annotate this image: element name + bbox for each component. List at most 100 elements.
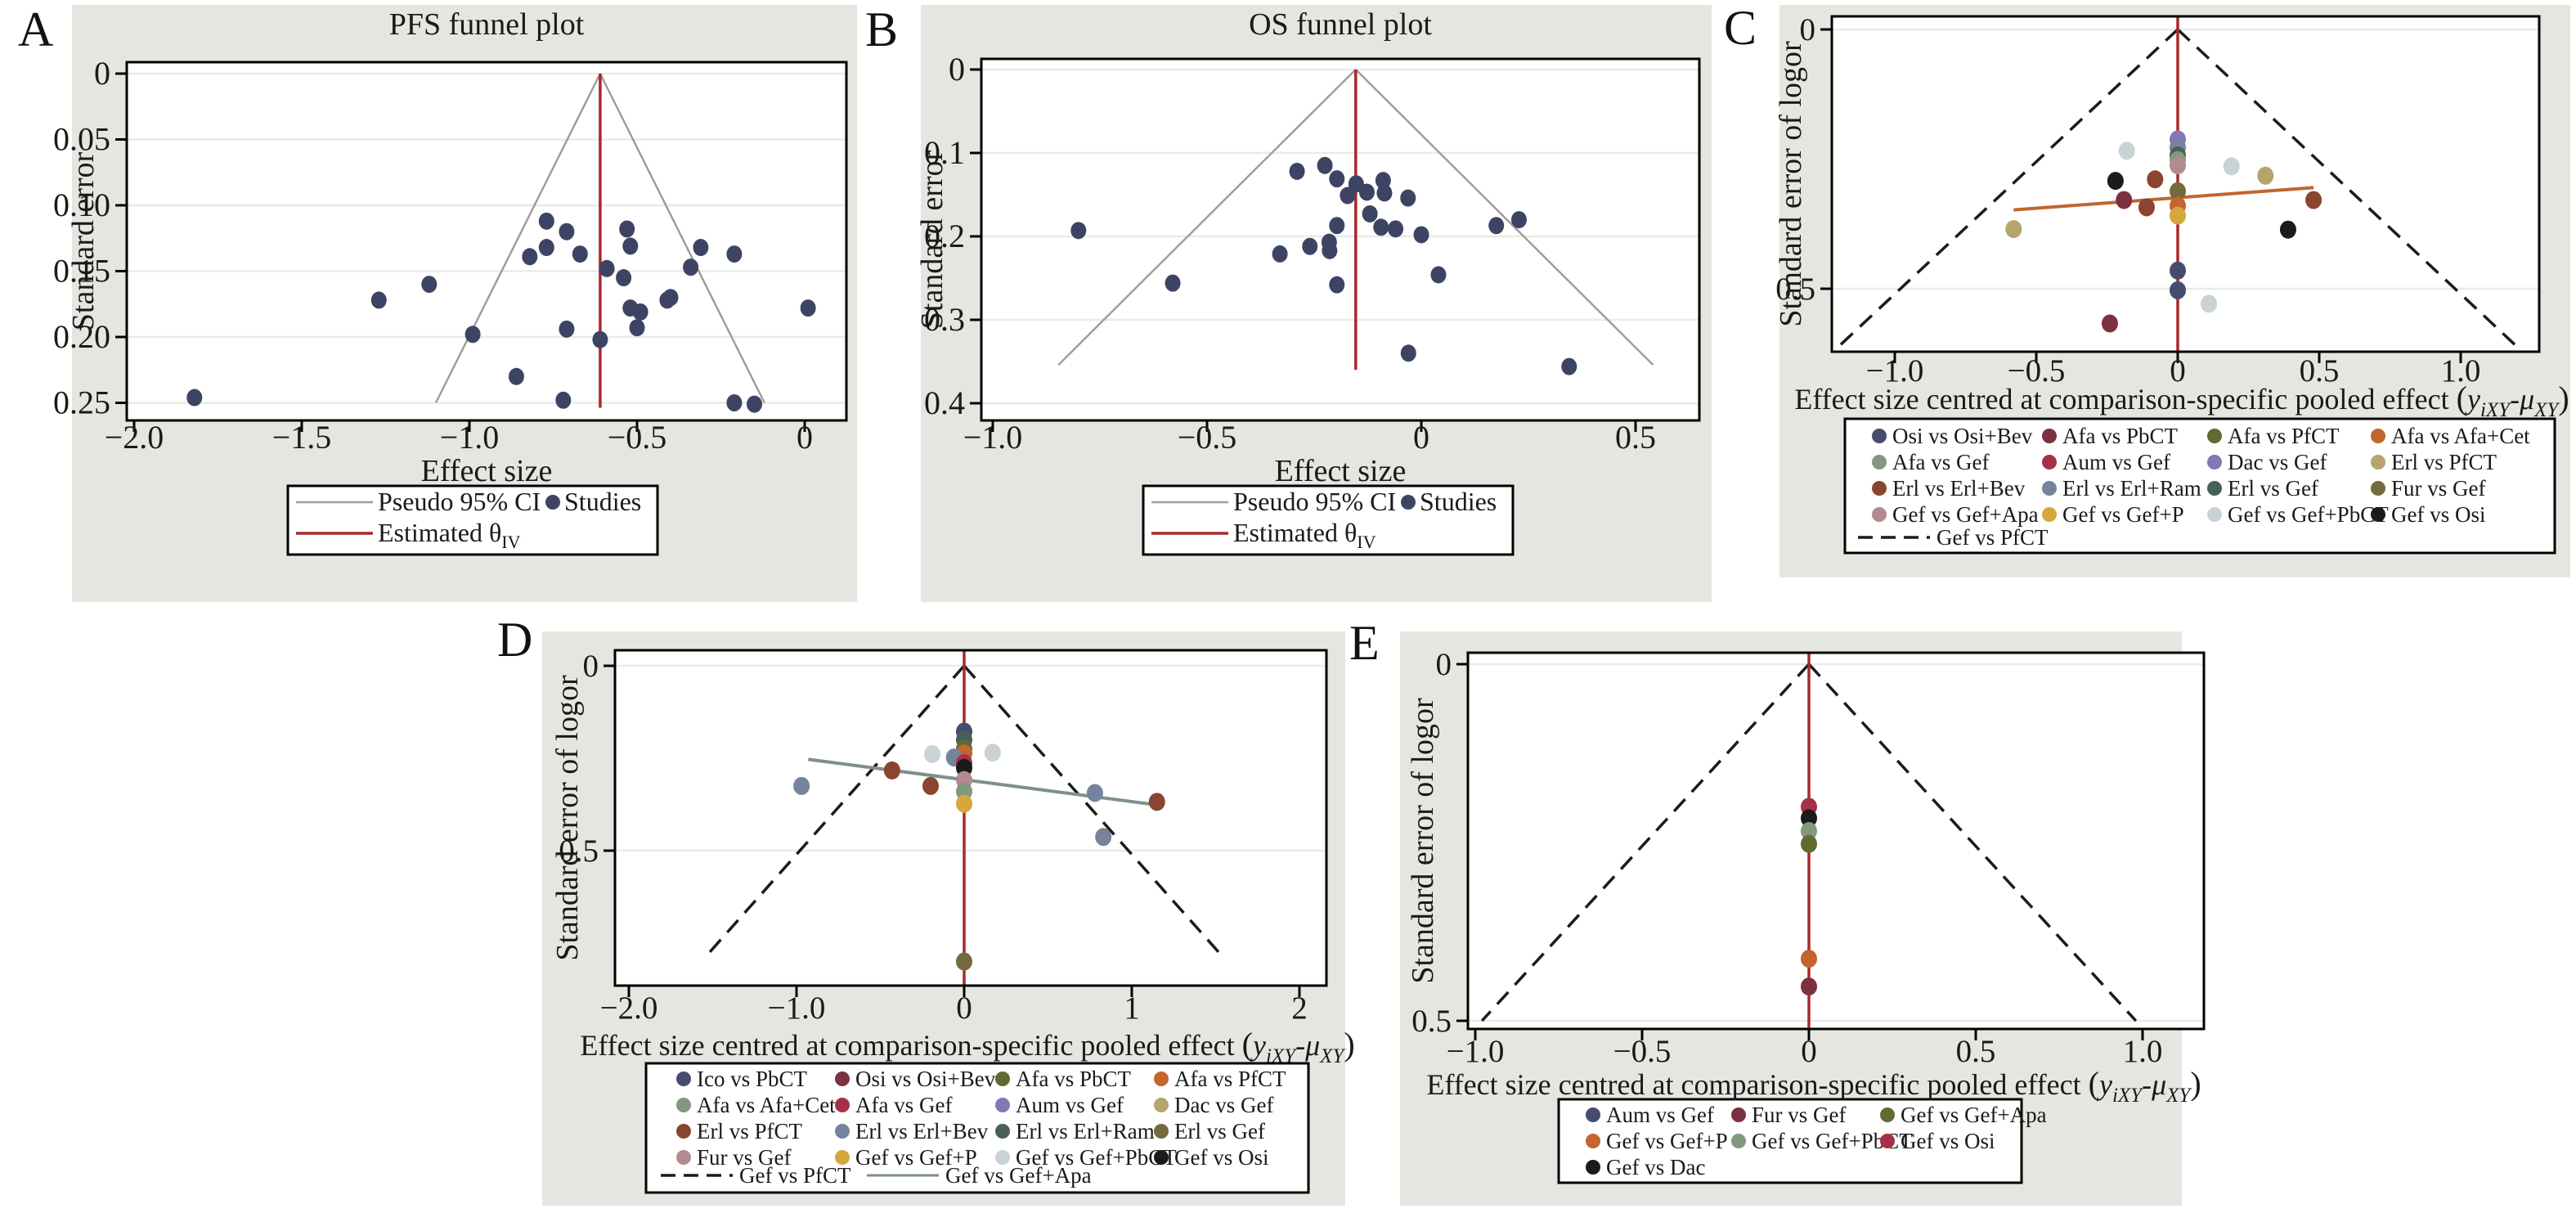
data-point bbox=[616, 269, 632, 287]
data-point bbox=[1510, 211, 1527, 229]
legend-dot bbox=[676, 1071, 691, 1086]
y-tick-label: 0.10 bbox=[53, 186, 110, 223]
x-axis-label: Effect size bbox=[421, 454, 553, 488]
legend-estimate-label: Estimated θIV bbox=[1233, 518, 1376, 552]
legend-dot bbox=[1586, 1160, 1600, 1175]
data-point bbox=[1340, 186, 1356, 204]
legend-item-label: Gef vs Gef+Apa bbox=[1892, 502, 2039, 527]
plot-area bbox=[981, 59, 1699, 420]
x-tick-label: −1.0 bbox=[1447, 1034, 1505, 1069]
x-tick-label: −0.5 bbox=[1178, 419, 1237, 456]
data-point bbox=[559, 320, 575, 338]
legend-studies-dot bbox=[545, 495, 560, 510]
data-point bbox=[693, 239, 709, 257]
data-point bbox=[2170, 182, 2186, 200]
y-tick-label: 0.5 bbox=[1775, 272, 1815, 307]
legend-dot bbox=[2371, 481, 2385, 496]
legend-item-label: Ico vs PbCT bbox=[697, 1067, 808, 1091]
legend-item-label: Gef vs PfCT bbox=[739, 1163, 851, 1188]
x-axis-label: Effect size centred at comparison-specif… bbox=[580, 1026, 1354, 1067]
data-point bbox=[747, 395, 762, 413]
legend-item-label: Afa vs PbCT bbox=[1016, 1067, 1132, 1091]
y-tick-label: 0.2 bbox=[924, 218, 965, 254]
regression-line bbox=[2013, 186, 2314, 212]
legend-dot bbox=[1154, 1098, 1169, 1112]
data-point bbox=[2201, 294, 2218, 313]
x-tick-label: 1.0 bbox=[2123, 1034, 2163, 1069]
data-point bbox=[956, 952, 972, 971]
data-point bbox=[555, 391, 572, 409]
legend-item-label: Afa vs PbCT bbox=[2062, 424, 2179, 448]
pseudo-ci-funnel-line bbox=[1480, 663, 1811, 1022]
legend-item-label: Fur vs Gef bbox=[1752, 1103, 1847, 1127]
legend-item-label: Erl vs Erl+Bev bbox=[1892, 476, 2026, 501]
y-tick-label: 0.15 bbox=[53, 253, 110, 290]
data-point bbox=[956, 794, 972, 813]
data-point bbox=[186, 389, 203, 407]
legend-dot bbox=[1731, 1134, 1746, 1148]
y-tick-label: 0.05 bbox=[53, 121, 110, 158]
data-point bbox=[1302, 237, 1318, 255]
legend-item-label: Afa vs Afa+Cet bbox=[697, 1093, 836, 1117]
y-tick-label: 0 bbox=[1436, 647, 1452, 682]
legend-dot bbox=[1872, 507, 1887, 522]
legend-dot bbox=[995, 1150, 1010, 1165]
pseudo-ci-funnel-line bbox=[707, 664, 966, 955]
plot-frame bbox=[125, 61, 848, 422]
data-point bbox=[2107, 172, 2124, 191]
legend-item-label: Gef vs Gef+Apa bbox=[945, 1163, 1092, 1188]
legend-dot bbox=[1872, 429, 1887, 443]
data-point bbox=[370, 291, 387, 309]
data-point bbox=[1488, 217, 1505, 235]
x-tick-label: 0.5 bbox=[1615, 419, 1656, 456]
legend-item-label: Afa vs Gef bbox=[855, 1093, 952, 1117]
data-point bbox=[1801, 977, 1817, 996]
legend-item-label: Dac vs Gef bbox=[2228, 450, 2327, 474]
data-point bbox=[1801, 822, 1817, 841]
x-tick-label: 0.5 bbox=[2300, 353, 2340, 389]
x-tick-label: 0.5 bbox=[1956, 1034, 1996, 1069]
plot-frame bbox=[613, 649, 1328, 987]
y-axis-label: Standard error of logor bbox=[550, 675, 585, 961]
data-point bbox=[1375, 172, 1391, 190]
data-point bbox=[2005, 220, 2022, 239]
data-point bbox=[464, 326, 481, 344]
legend-item-label: Afa vs PfCT bbox=[2228, 424, 2340, 448]
legend-item-label: Gef vs PfCT bbox=[1936, 525, 2049, 550]
data-point bbox=[1272, 245, 1288, 263]
legend-dot bbox=[835, 1098, 850, 1112]
pseudo-ci-funnel-line bbox=[1807, 663, 2138, 1022]
y-tick-label: 0 bbox=[94, 55, 110, 92]
legend-studies-label: Studies bbox=[564, 487, 641, 516]
y-tick-label: 0.25 bbox=[53, 384, 110, 421]
legend-item-label: Fur vs Gef bbox=[2391, 476, 2486, 501]
legend-dot bbox=[995, 1098, 1010, 1112]
legend-item-label: Afa vs Gef bbox=[1892, 450, 1989, 474]
x-tick-label: −0.5 bbox=[608, 419, 667, 456]
legend-dot bbox=[835, 1124, 850, 1139]
data-point bbox=[508, 367, 524, 385]
legend-dot bbox=[1731, 1107, 1746, 1122]
legend-item-label: Gef vs Gef+PbCT bbox=[2228, 502, 2389, 527]
data-point bbox=[2305, 191, 2322, 209]
legend-item-label: Fur vs Gef bbox=[697, 1145, 792, 1170]
x-tick-label: −2.0 bbox=[600, 991, 658, 1026]
data-point bbox=[2138, 198, 2155, 217]
legend-item-label: Osi vs Osi+Bev bbox=[1892, 424, 2033, 448]
legend-box bbox=[1557, 1098, 2023, 1184]
legend-item-label: Gef vs Dac bbox=[1606, 1155, 1705, 1179]
legend-item-label: Gef vs Gef+Apa bbox=[1901, 1103, 2047, 1127]
data-point bbox=[599, 259, 615, 277]
legend-dot bbox=[1880, 1107, 1895, 1122]
legend-item-label: Erl vs Gef bbox=[1174, 1119, 1265, 1143]
data-point bbox=[1413, 226, 1429, 244]
legend-dot bbox=[835, 1150, 850, 1165]
panel-label-b: B bbox=[865, 2, 899, 56]
data-point bbox=[622, 237, 639, 255]
panel-e: −1.0 −0.5 0 0.5 1.0 0 0.5 Standard error of log… bbox=[1400, 631, 2206, 1206]
x-tick-label: 0 bbox=[956, 991, 972, 1026]
data-point bbox=[538, 212, 554, 230]
x-tick-label: −1.0 bbox=[440, 419, 500, 456]
